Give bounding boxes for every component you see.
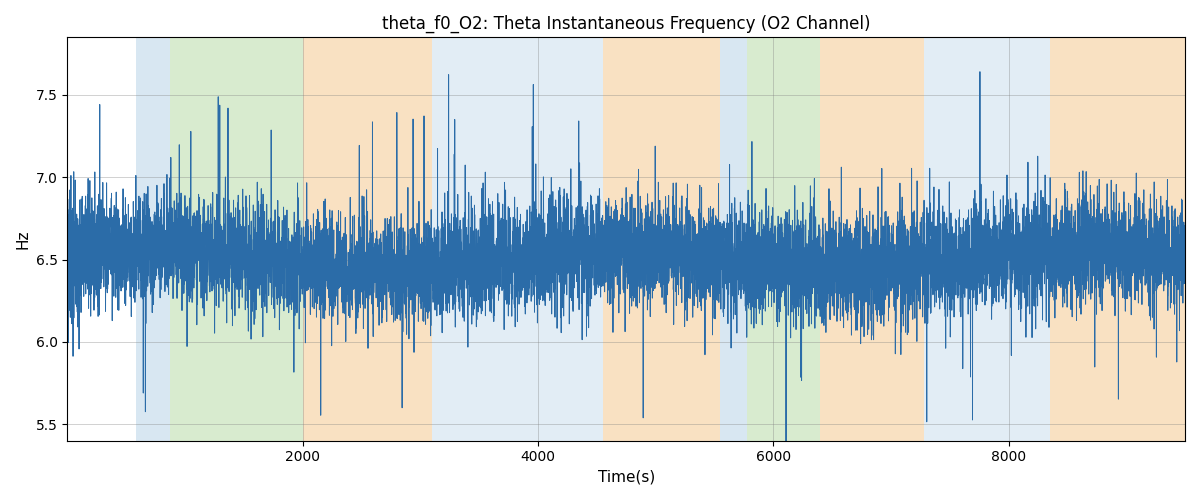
Bar [169,38,302,440]
Bar [432,38,602,440]
Bar [924,38,1050,440]
X-axis label: Time(s): Time(s) [598,470,655,485]
Title: theta_f0_O2: Theta Instantaneous Frequency (O2 Channel): theta_f0_O2: Theta Instantaneous Frequen… [382,15,870,34]
Bar [720,38,748,440]
Bar [602,38,720,440]
Bar [821,38,924,440]
Y-axis label: Hz: Hz [16,230,30,249]
Bar [302,38,432,440]
Bar [136,38,169,440]
Bar [1050,38,1196,440]
Bar [748,38,821,440]
